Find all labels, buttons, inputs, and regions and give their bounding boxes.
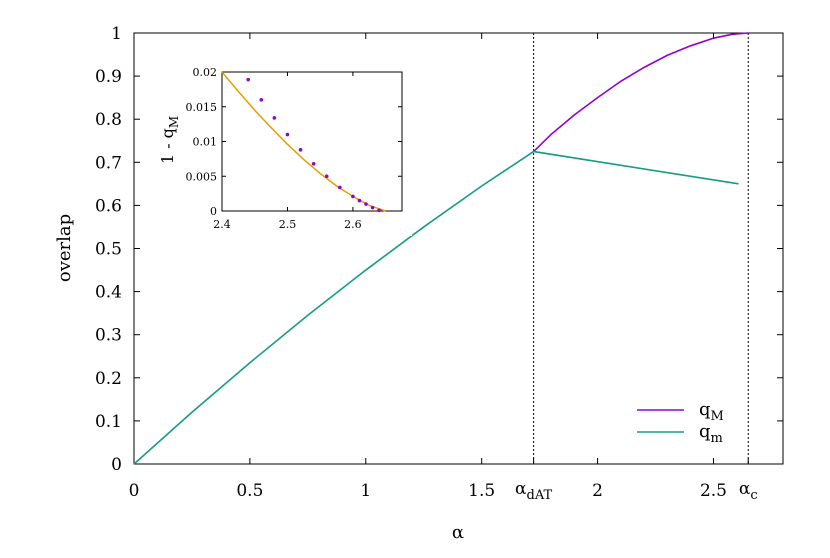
y-tick-label: 0.8 [95,110,122,130]
legend-label-qM-sub: M [711,409,724,424]
inset-y-tick-label: 0.02 [193,66,218,79]
legend-label-qm-sub: m [711,431,723,446]
inset-x-tick-label: 2.6 [344,218,362,231]
y-tick-label: 0.1 [95,412,122,432]
legend-label-qm: qm [699,421,723,446]
inset-data-point [351,194,355,199]
y-axis-label: overlap [54,214,75,282]
inset-y-axis-label-sub: M [167,116,181,128]
inset-y-axis-label: 1 - qM [158,116,181,164]
x-tick-label: 0.5 [236,481,263,501]
x-axis-label: α [452,522,464,543]
inset-y-tick-label: 0.01 [193,136,218,149]
y-tick-label: 0 [111,455,122,475]
inset-data-point [377,208,381,213]
inset-data-point [324,174,329,179]
inset-data-point [370,205,375,210]
x-tick-label: 2.5 [700,481,727,501]
inset-x-tick-label: 2.5 [279,218,297,231]
inset-data-point [259,98,264,102]
inset-data-point [364,202,368,206]
y-tick-label: 0.4 [95,283,122,303]
annotation-alpha-dAT-sub: dAT [527,488,553,503]
inset-data-point [338,185,342,190]
inset-data-point [311,161,316,166]
inset-data-point [298,148,303,152]
x-tick-label: 0 [129,481,140,501]
inset-data-point [246,77,250,82]
annotation-alpha-c-sub: c [750,488,757,503]
y-tick-label: 0.6 [95,196,122,216]
y-tick-label: 0.7 [95,153,122,173]
x-tick-label: 1.5 [468,481,495,501]
inset-x-tick-label: 2.4 [213,218,231,231]
annotation-alpha-dAT: αdAT [515,479,552,503]
inset-y-tick-label: 0 [210,205,217,218]
inset-y-tick-label: 0.005 [186,170,218,183]
y-tick-label: 1 [111,24,122,44]
inset-y-tick-label: 0.015 [186,101,218,114]
x-tick-label: 2 [592,481,603,501]
inset-data-point [285,132,290,137]
x-tick-label: 1 [360,481,371,501]
annotation-alpha-c: αc [739,479,758,503]
series-line-qM [533,32,749,153]
y-tick-label: 0.3 [95,326,122,346]
y-tick-label: 0.5 [95,240,122,260]
series-line-qm [133,150,739,465]
inset-data-point [357,198,362,203]
y-tick-label: 0.9 [95,67,122,87]
y-tick-label: 0.2 [95,369,122,389]
inset-data-point [272,116,277,120]
